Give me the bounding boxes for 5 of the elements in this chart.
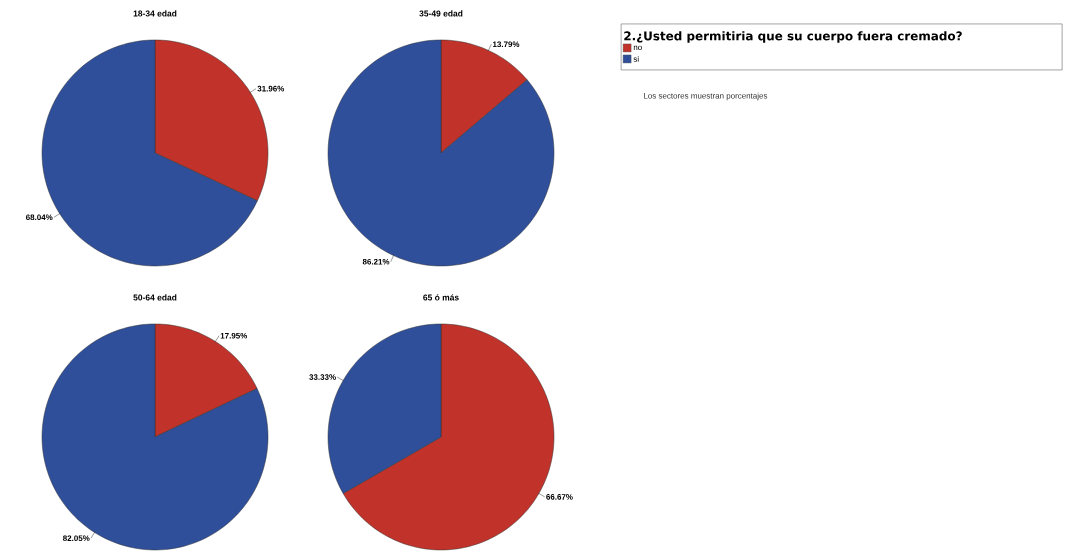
legend-title: 2.¿Usted permitiria que su cuerpo fuera cremado? bbox=[624, 31, 962, 43]
chart-title: 65 ó más bbox=[423, 294, 459, 301]
chart-title: 50-64 edad bbox=[133, 294, 177, 301]
chart-title: 18-34 edad bbox=[133, 10, 177, 17]
chart-title: 35-49 edad bbox=[419, 10, 463, 17]
